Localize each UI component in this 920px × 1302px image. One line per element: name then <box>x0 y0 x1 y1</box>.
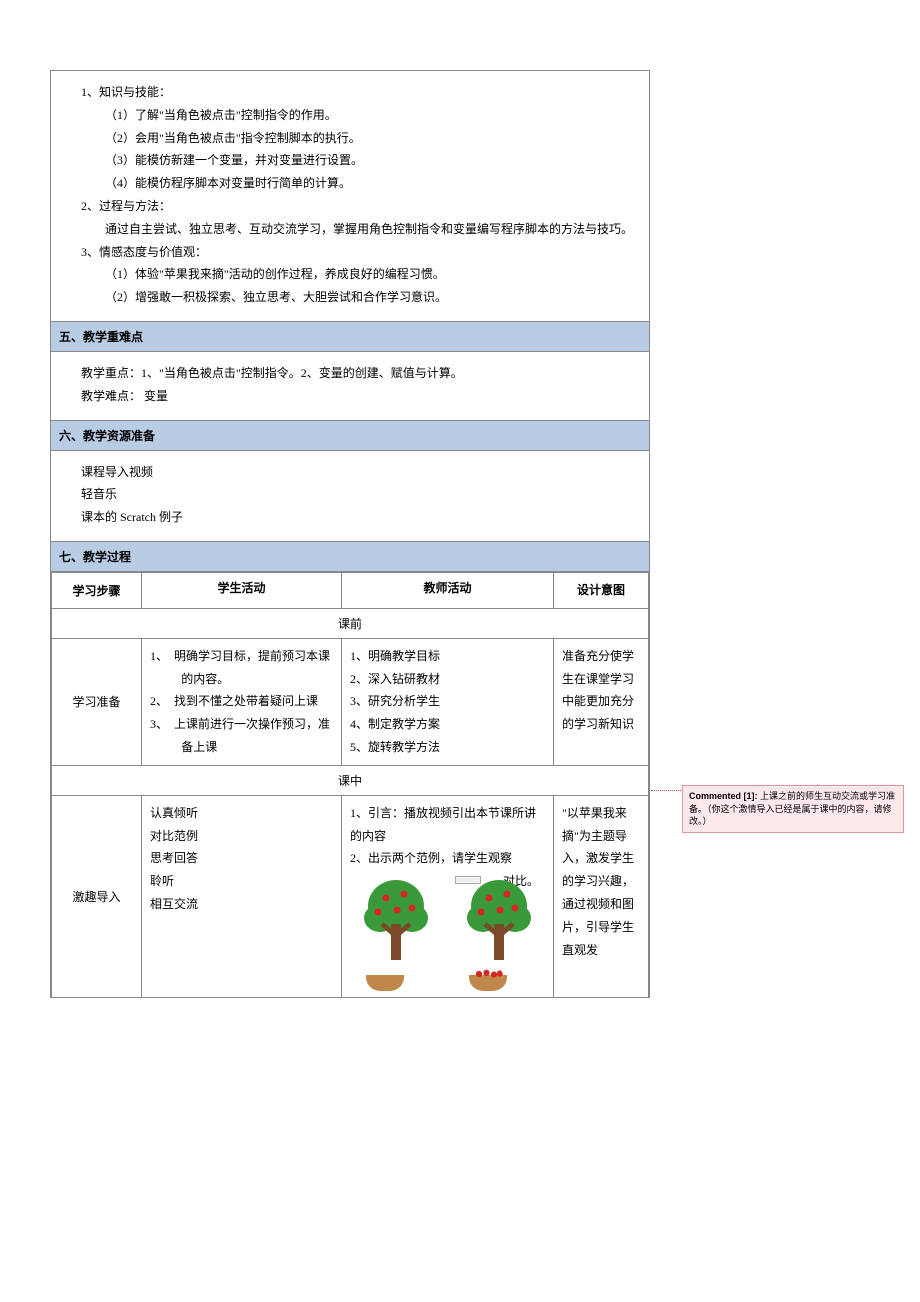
teaching-focus: 教学重点：1、"当角色被点击"控制指令。2、变量的创建、赋值与计算。 <box>81 362 635 385</box>
section6-body: 课程导入视频 轻音乐 课本的 Scratch 例子 <box>51 451 649 542</box>
prep-teacher-4: 4、制定教学方案 <box>350 713 545 736</box>
phase-pre-cell: 课前 <box>52 608 649 638</box>
comment-label: Commented [1]: <box>689 791 758 801</box>
col-teacher-header: 教师活动 <box>342 572 554 608</box>
prep-design: 准备充分使学生在课堂学习中能更加充分的学习新知识 <box>554 638 649 765</box>
basket-full-icon <box>469 975 507 991</box>
prep-student-3: 3、 上课前进行一次操作预习，准备上课 <box>150 713 333 759</box>
comment-balloon[interactable]: Commented [1]: 上课之前的师生互动交流或学习准备。（你这个激情导入… <box>682 785 904 833</box>
process-title: 2、过程与方法： <box>81 195 635 218</box>
basket-icon <box>366 975 404 991</box>
intro-student-4: 聆听 <box>150 870 333 893</box>
attitude-item-1: （1）体验"苹果我来摘"活动的创作过程，养成良好的编程习惯。 <box>81 263 635 286</box>
attitude-title: 3、情感态度与价值观： <box>81 241 635 264</box>
teaching-difficulty: 教学难点： 变量 <box>81 385 635 408</box>
intro-student-3: 思考回答 <box>150 847 333 870</box>
intro-teacher-1: 1、引言：播放视频引出本节课所讲的内容 <box>350 802 545 848</box>
knowledge-item-4: （4）能模仿程序脚本对变量时行简单的计算。 <box>81 172 635 195</box>
resource-2: 轻音乐 <box>81 483 635 506</box>
phase-mid-row: 课中 <box>52 765 649 795</box>
intro-teacher-2: 2、出示两个范例，请学生观察 <box>350 851 512 865</box>
intro-student-2: 对比范例 <box>150 825 333 848</box>
knowledge-item-2: （2）会用"当角色被点击"指令控制脚本的执行。 <box>81 127 635 150</box>
comment-connector <box>651 790 681 791</box>
section5-body: 教学重点：1、"当角色被点击"控制指令。2、变量的创建、赋值与计算。 教学难点：… <box>51 352 649 421</box>
prep-teacher-3: 3、研究分析学生 <box>350 690 545 713</box>
intro-student-5: 相互交流 <box>150 893 333 916</box>
prep-teacher-5: 5、旋转教学方法 <box>350 736 545 759</box>
prep-teacher-1: 1、明确教学目标 <box>350 645 545 668</box>
tree-example-2 <box>453 876 546 991</box>
process-table: 学习步骤 学生活动 教师活动 设计意图 课前 学习准备 1、 明确学习目标，提前… <box>51 572 649 998</box>
phase-mid-cell: 课中 <box>52 765 649 795</box>
prep-teacher: 1、明确教学目标 2、深入钻研教材 3、研究分析学生 4、制定教学方案 5、旋转… <box>342 638 554 765</box>
row-intro: 激趣导入 认真倾听 对比范例 思考回答 聆听 相互交流 1、引言：播放视频引出本… <box>52 795 649 997</box>
intro-teacher: 1、引言：播放视频引出本节课所讲的内容 2、出示两个范例，请学生观察 对比。 <box>342 795 554 997</box>
col-student-header: 学生活动 <box>142 572 342 608</box>
col-step-header: 学习步骤 <box>52 572 142 608</box>
prep-student: 1、 明确学习目标，提前预习本课的内容。 2、 找到不懂之处带着疑问上课 3、 … <box>142 638 342 765</box>
tree-icon <box>352 876 440 971</box>
table-header-row: 学习步骤 学生活动 教师活动 设计意图 <box>52 572 649 608</box>
prep-step: 学习准备 <box>52 638 142 765</box>
objectives-body: 1、知识与技能： （1）了解"当角色被点击"控制指令的作用。 （2）会用"当角色… <box>51 71 649 322</box>
process-text: 通过自主尝试、独立思考、互动交流学习，掌握用角色控制指令和变量编写程序脚本的方法… <box>81 218 635 241</box>
resource-1: 课程导入视频 <box>81 461 635 484</box>
intro-step: 激趣导入 <box>52 795 142 997</box>
col-design-header: 设计意图 <box>554 572 649 608</box>
section7-head: 七、教学过程 <box>51 542 649 572</box>
prep-student-2: 2、 找到不懂之处带着疑问上课 <box>150 690 333 713</box>
row-prep: 学习准备 1、 明确学习目标，提前预习本课的内容。 2、 找到不懂之处带着疑问上… <box>52 638 649 765</box>
phase-pre-row: 课前 <box>52 608 649 638</box>
intro-student-1: 认真倾听 <box>150 802 333 825</box>
intro-design: "以苹果我来摘"为主题导入，激发学生的学习兴趣，通过视频和图片，引导学生直观发 <box>554 795 649 997</box>
tree-example-1 <box>350 876 443 991</box>
document-main: 1、知识与技能： （1）了解"当角色被点击"控制指令的作用。 （2）会用"当角色… <box>50 70 650 998</box>
prep-teacher-2: 2、深入钻研教材 <box>350 668 545 691</box>
knowledge-item-1: （1）了解"当角色被点击"控制指令的作用。 <box>81 104 635 127</box>
prep-student-1: 1、 明确学习目标，提前预习本课的内容。 <box>150 645 333 691</box>
score-bar-icon <box>455 876 481 884</box>
section6-head: 六、教学资源准备 <box>51 421 649 451</box>
knowledge-title: 1、知识与技能： <box>81 81 635 104</box>
knowledge-item-3: （3）能模仿新建一个变量，并对变量进行设置。 <box>81 149 635 172</box>
intro-student: 认真倾听 对比范例 思考回答 聆听 相互交流 <box>142 795 342 997</box>
section5-head: 五、教学重难点 <box>51 322 649 352</box>
tree-comparison: 对比。 <box>350 870 545 991</box>
attitude-item-2: （2）增强敢一积极探索、独立思考、大胆尝试和合作学习意识。 <box>81 286 635 309</box>
resource-3: 课本的 Scratch 例子 <box>81 506 635 529</box>
tree-icon <box>455 876 543 971</box>
